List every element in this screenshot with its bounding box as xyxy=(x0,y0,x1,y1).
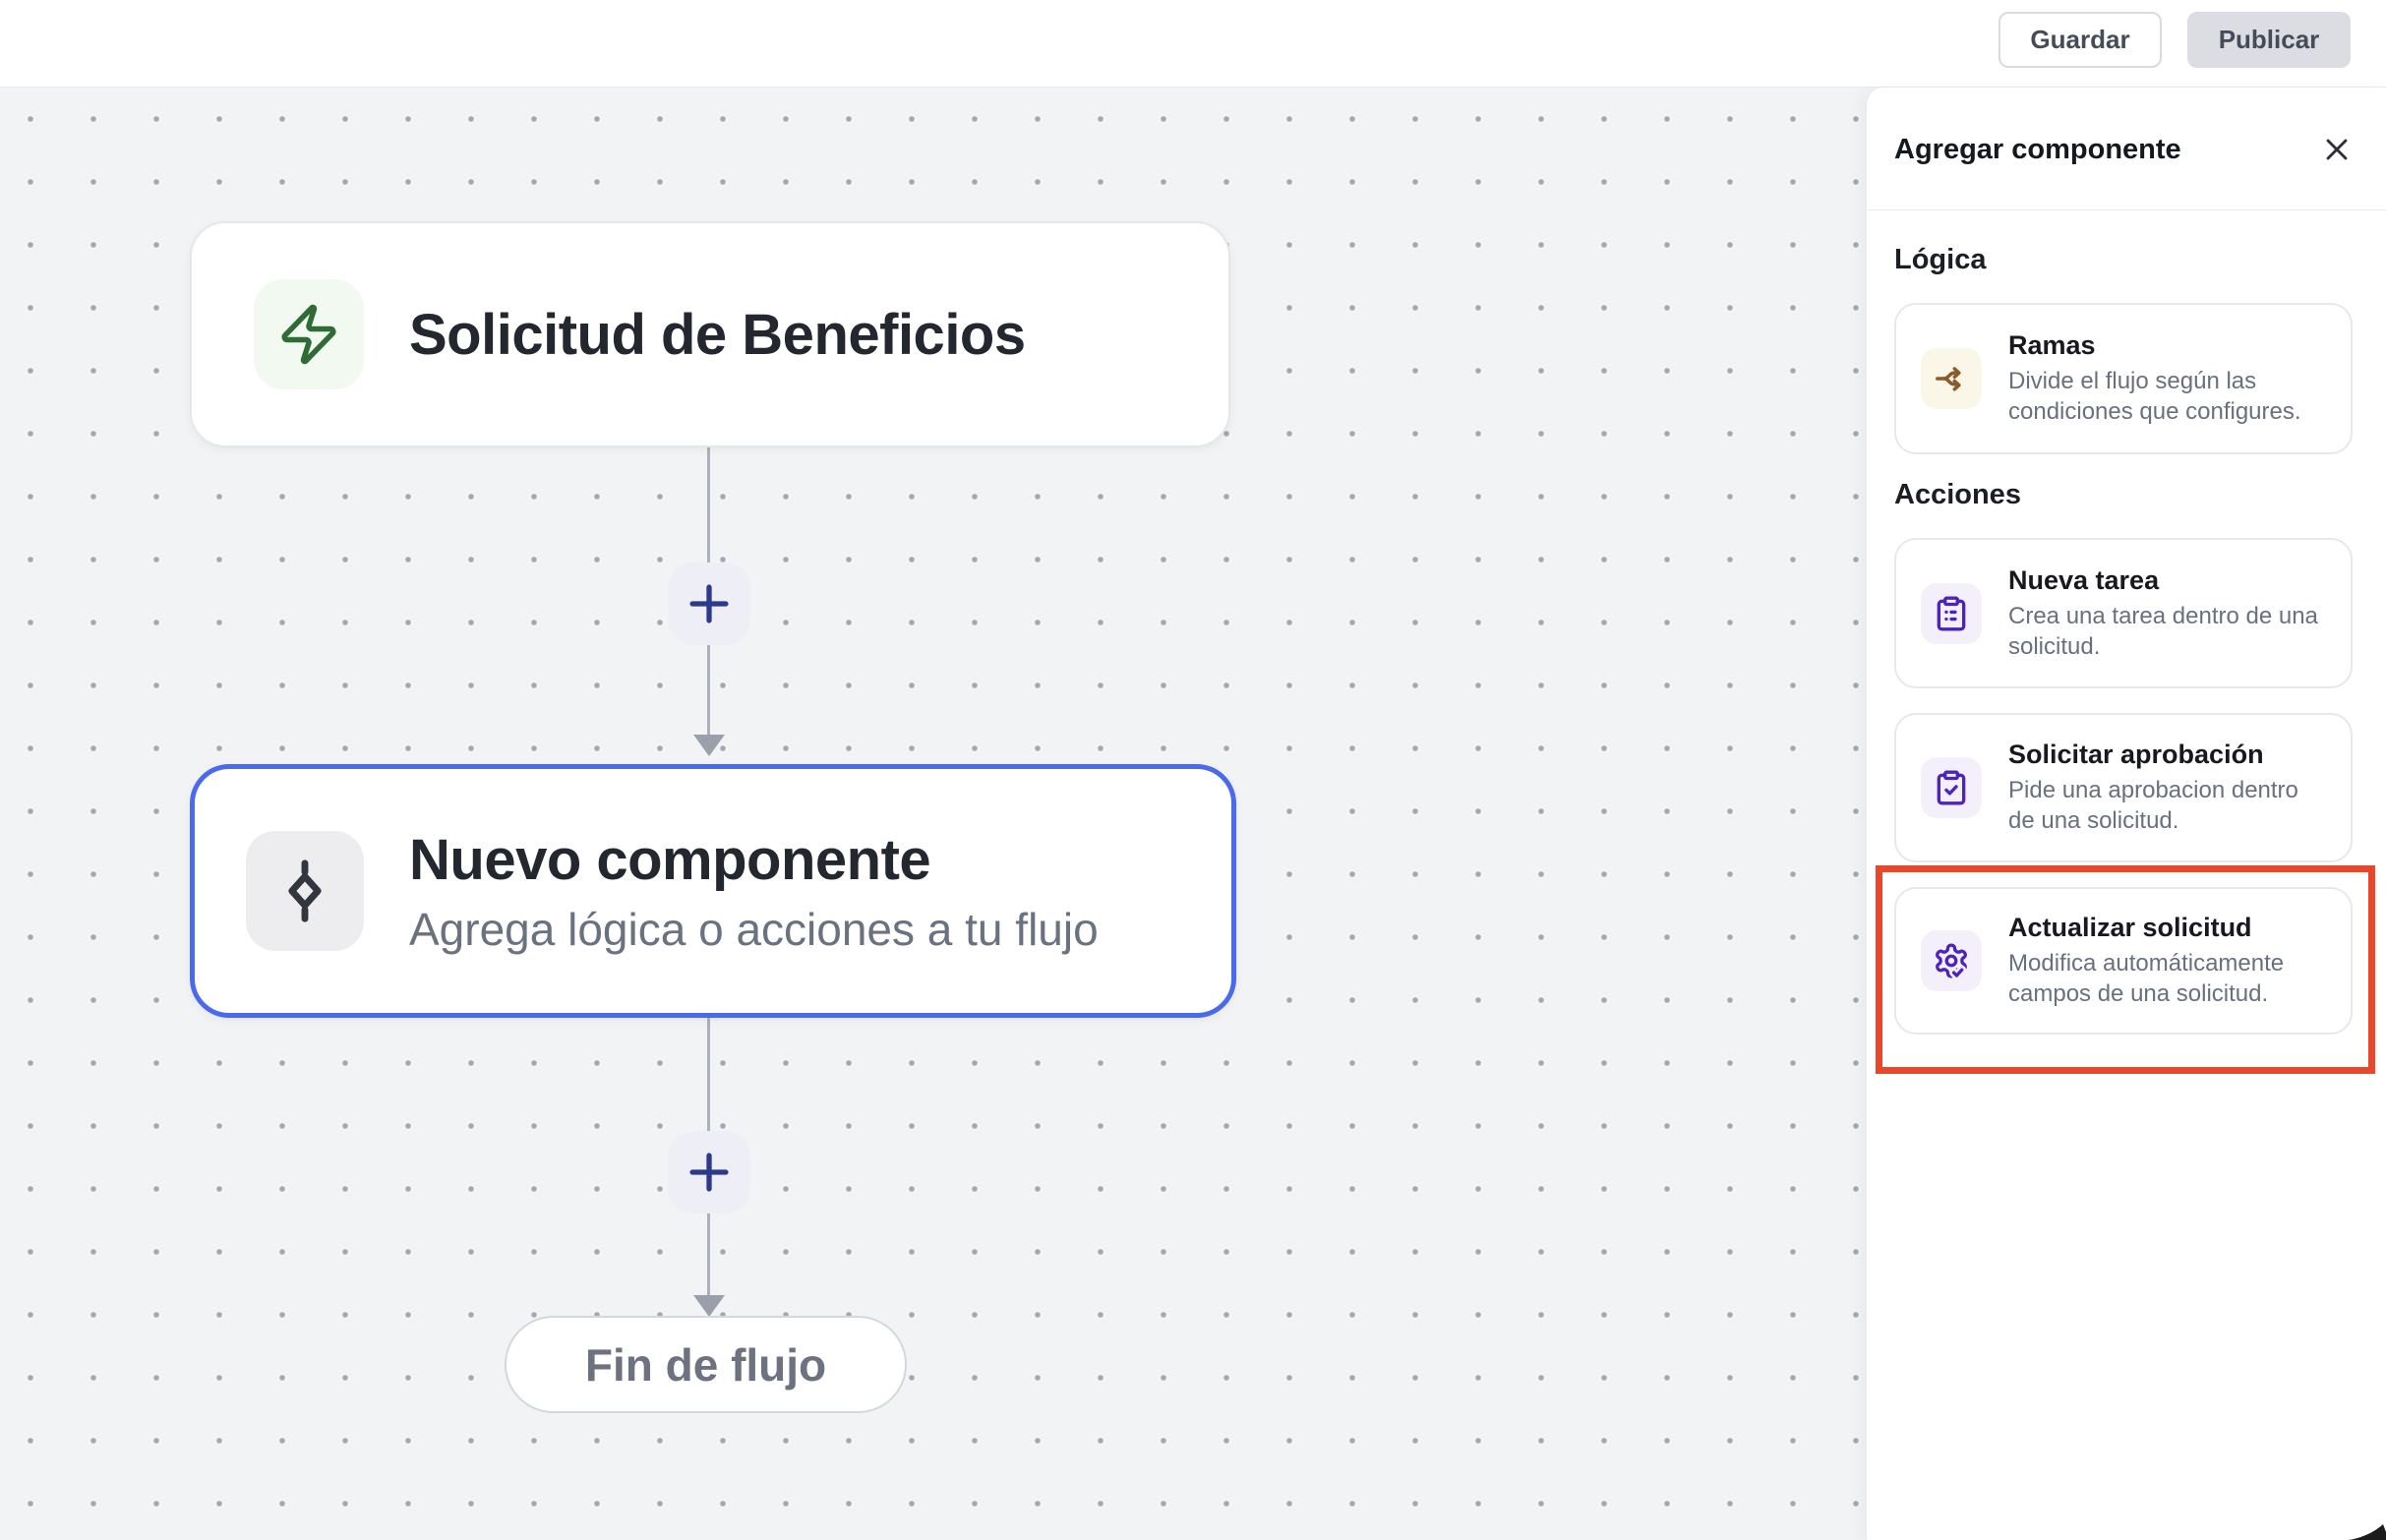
clipboard-check-icon xyxy=(1921,757,1982,818)
panel-title: Agregar componente xyxy=(1894,134,2181,165)
plus-icon xyxy=(681,575,738,632)
card-title: Ramas xyxy=(2008,330,2096,360)
section-label-logica: Lógica xyxy=(1894,244,1987,275)
top-bar: Guardar Publicar xyxy=(0,0,2386,88)
publish-button[interactable]: Publicar xyxy=(2187,12,2351,68)
card-description: Crea una tarea dentro de una solicitud. xyxy=(2008,602,2318,660)
component-card-solicitar-aprobacion[interactable]: Solicitar aprobación Pide una aprobacion… xyxy=(1894,713,2353,862)
component-card-ramas[interactable]: Ramas Divide el flujo según las condicio… xyxy=(1894,303,2353,454)
trigger-node[interactable]: Solicitud de Beneficios xyxy=(190,221,1230,447)
section-label-acciones: Acciones xyxy=(1894,479,2021,510)
divider xyxy=(1867,209,2386,210)
end-of-flow-label: Fin de flujo xyxy=(584,1338,827,1391)
clipboard-list-icon xyxy=(1921,582,1982,644)
zap-icon xyxy=(254,279,364,389)
card-title: Actualizar solicitud xyxy=(2008,913,2252,942)
placeholder-node-subtitle: Agrega lógica o acciones a tu flujo xyxy=(409,903,1099,955)
split-icon xyxy=(1921,348,1982,409)
card-description: Pide una aprobacion dentro de una solici… xyxy=(2008,777,2298,834)
gear-check-icon xyxy=(1921,930,1982,991)
close-icon xyxy=(2319,132,2355,167)
card-title: Nueva tarea xyxy=(2008,564,2160,595)
component-card-actualizar-solicitud[interactable]: Actualizar solicitud Modifica automática… xyxy=(1894,887,2353,1035)
card-title: Solicitar aprobación xyxy=(2008,740,2264,769)
add-component-panel: Agregar componente Lógica Ramas Divide e… xyxy=(1866,88,2386,1540)
placeholder-node-selected[interactable]: Nuevo componente Agrega lógica o accione… xyxy=(190,764,1236,1018)
component-card-nueva-tarea[interactable]: Nueva tarea Crea una tarea dentro de una… xyxy=(1894,538,2353,688)
trigger-node-title: Solicitud de Beneficios xyxy=(409,302,1026,367)
card-description: Modifica automáticamente campos de una s… xyxy=(2008,950,2285,1007)
commit-diamond-icon xyxy=(246,831,364,951)
arrow-down-icon xyxy=(693,735,725,756)
end-of-flow-node[interactable]: Fin de flujo xyxy=(505,1316,907,1413)
corner-artifact xyxy=(2347,1524,2386,1540)
card-description: Divide el flujo según las condiciones qu… xyxy=(2008,368,2301,425)
placeholder-node-title: Nuevo componente xyxy=(409,827,931,892)
close-button[interactable] xyxy=(2315,128,2358,171)
add-step-button[interactable] xyxy=(668,1131,750,1214)
add-step-button[interactable] xyxy=(668,563,750,645)
save-button[interactable]: Guardar xyxy=(1998,12,2162,68)
arrow-down-icon xyxy=(693,1295,725,1317)
plus-icon xyxy=(681,1144,738,1201)
